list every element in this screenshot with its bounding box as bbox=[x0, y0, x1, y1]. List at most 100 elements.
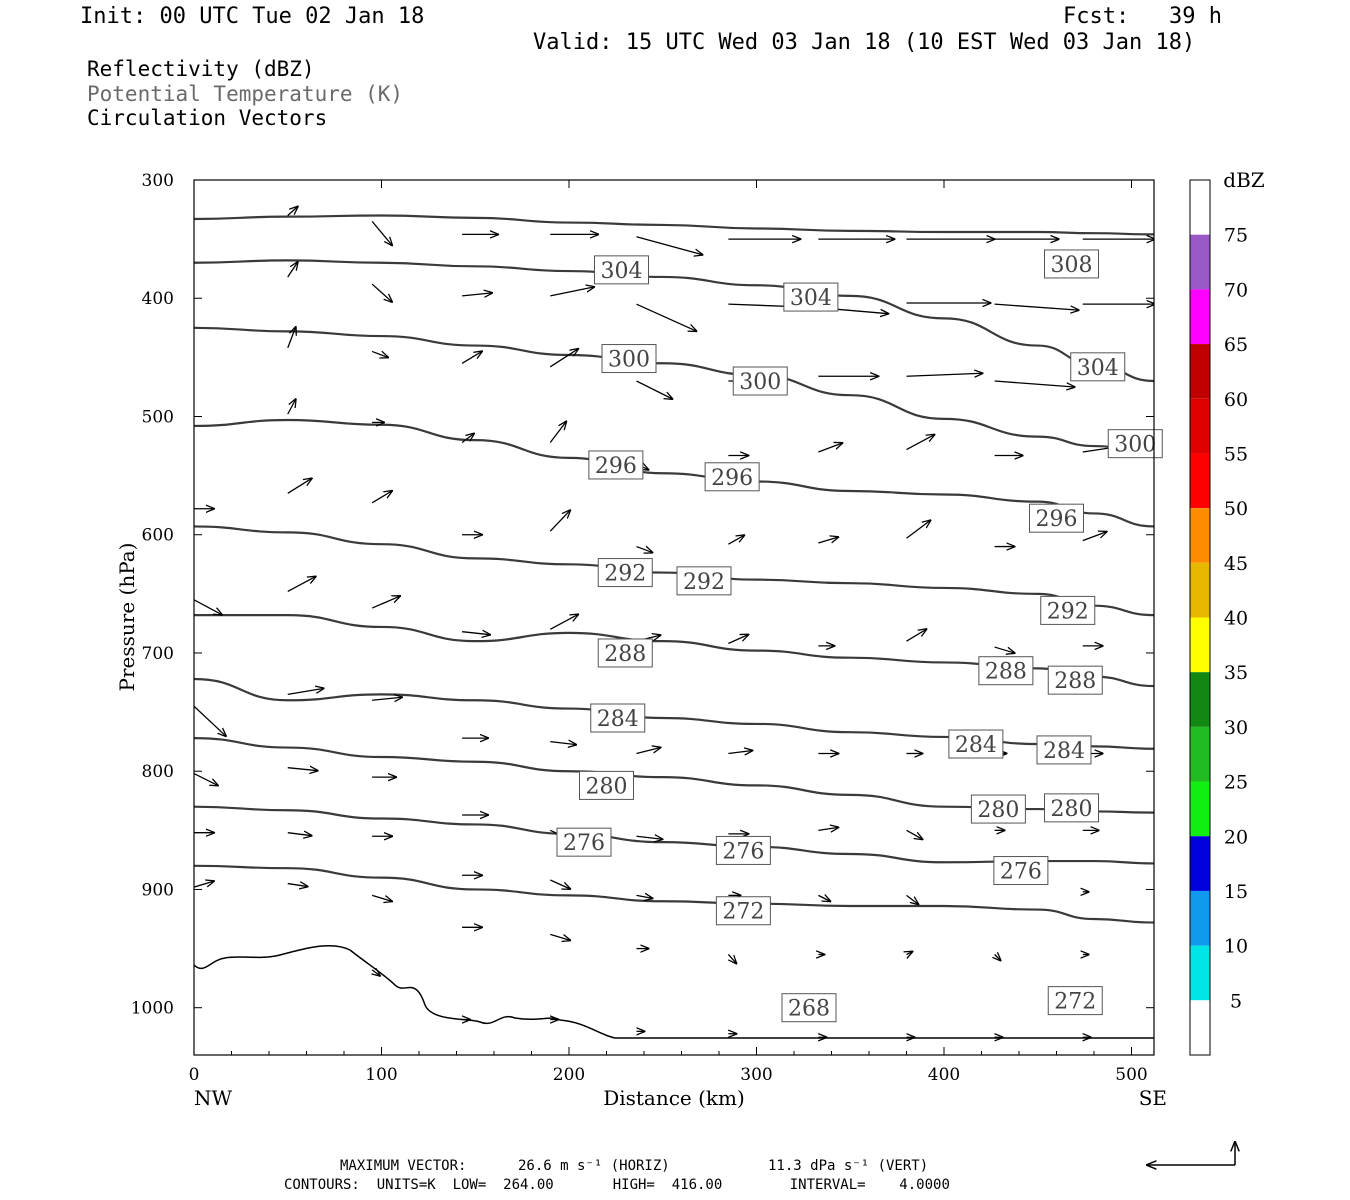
circulation-vector bbox=[371, 283, 392, 302]
circulation-vector bbox=[636, 236, 703, 255]
contour-label: 304 bbox=[601, 259, 643, 284]
contour-label-box bbox=[1047, 665, 1103, 695]
circulation-vector bbox=[549, 614, 578, 630]
circulation-vector bbox=[549, 510, 570, 532]
x-tick-label: 100 bbox=[365, 1065, 397, 1085]
circulation-vector bbox=[907, 951, 913, 954]
colorbar-bin bbox=[1190, 617, 1210, 673]
circulation-vector bbox=[550, 933, 570, 940]
terrain-outline bbox=[194, 944, 1154, 1039]
contour-label: 276 bbox=[722, 839, 764, 864]
circulation-vector bbox=[461, 351, 482, 364]
contour-label-box bbox=[1070, 352, 1126, 382]
circulation-vector bbox=[371, 220, 392, 245]
isentrope-300 bbox=[194, 326, 1154, 455]
circulation-vector bbox=[461, 434, 474, 444]
y-tick-label: 1000 bbox=[131, 999, 174, 1019]
circulation-vector bbox=[462, 293, 492, 296]
contour-label: 292 bbox=[1047, 599, 1089, 624]
contour-label-box bbox=[993, 856, 1049, 886]
colorbar-bin bbox=[1190, 508, 1210, 563]
colorbar-label: 55 bbox=[1224, 443, 1248, 465]
contour-label: 280 bbox=[1051, 797, 1093, 822]
contour-label-box bbox=[783, 282, 839, 312]
plot-frame bbox=[193, 179, 1155, 1056]
x-tick-label: 200 bbox=[553, 1065, 585, 1085]
circulation-vector bbox=[994, 303, 1079, 310]
colorbar-bin bbox=[1190, 180, 1210, 235]
contour-label-box bbox=[970, 794, 1026, 824]
circulation-vector bbox=[287, 478, 312, 494]
circulation-vector bbox=[371, 596, 400, 609]
circulation-vector bbox=[194, 772, 218, 786]
circulation-vector bbox=[549, 349, 578, 368]
contour-label: 304 bbox=[790, 286, 832, 311]
circulation-vector bbox=[994, 380, 1075, 387]
max-vector-label: MAXIMUM VECTOR: bbox=[340, 1158, 467, 1174]
contour-label: 276 bbox=[1000, 860, 1042, 885]
circulation-vector bbox=[906, 520, 931, 539]
contour-label-box bbox=[601, 344, 657, 374]
y-tick-label: 400 bbox=[142, 289, 174, 309]
circulation-vector bbox=[194, 705, 226, 736]
colorbar-label: 35 bbox=[1224, 662, 1248, 684]
x-tick-label: 500 bbox=[1115, 1065, 1147, 1085]
colorbar-bin bbox=[1190, 1000, 1210, 1055]
contour-label-box bbox=[1044, 793, 1099, 823]
circulation-vector bbox=[636, 380, 673, 399]
colorbar-label: 10 bbox=[1224, 936, 1248, 958]
x-tick-label: 400 bbox=[928, 1065, 960, 1085]
circulation-vector bbox=[906, 629, 927, 642]
colorbar-bin bbox=[1190, 234, 1210, 290]
circulation-vector bbox=[287, 262, 298, 278]
colorbar-title: dBZ bbox=[1223, 168, 1265, 192]
y-axis-label: Pressure (hPa) bbox=[115, 543, 139, 692]
contour-label-box bbox=[715, 896, 771, 926]
forecast-hour: Fcst: 39 h bbox=[1063, 4, 1222, 29]
circulation-vector bbox=[906, 435, 935, 451]
circulation-vector bbox=[636, 895, 653, 898]
circulation-vector bbox=[194, 599, 222, 615]
colorbar-label: 70 bbox=[1224, 279, 1248, 301]
contour-label-box bbox=[948, 729, 1004, 759]
contour-label-box bbox=[588, 450, 644, 480]
circulation-vector bbox=[550, 287, 594, 297]
circulation-vector bbox=[462, 632, 490, 635]
y-tick-label: 700 bbox=[142, 644, 174, 664]
circulation-vector bbox=[906, 373, 983, 376]
colorbar-label: 30 bbox=[1224, 717, 1248, 739]
contour-label-box bbox=[781, 993, 837, 1023]
circulation-vector bbox=[994, 646, 1015, 653]
circulation-vector bbox=[287, 884, 308, 887]
circulation-vector bbox=[371, 894, 392, 901]
colorbar-bin bbox=[1190, 562, 1210, 618]
contour-label: 292 bbox=[683, 570, 725, 595]
contour-label: 272 bbox=[1054, 990, 1096, 1015]
contour-label-box bbox=[579, 770, 634, 800]
init-time: Init: 00 UTC Tue 02 Jan 18 bbox=[80, 4, 425, 29]
circulation-vector bbox=[728, 750, 752, 753]
circulation-vector bbox=[818, 827, 838, 830]
contour-label: 284 bbox=[1043, 739, 1085, 764]
circulation-vector bbox=[727, 954, 736, 963]
max-vector-horizontal: 26.6 m s⁻¹ (HORIZ) bbox=[518, 1158, 670, 1174]
contour-label: 308 bbox=[1051, 253, 1093, 278]
colorbar-bin bbox=[1190, 344, 1210, 399]
valid-time: Valid: 15 UTC Wed 03 Jan 18 (10 EST Wed … bbox=[533, 30, 1196, 55]
circulation-vector bbox=[287, 206, 298, 216]
circulation-vector bbox=[372, 970, 380, 976]
contour-label-box bbox=[1036, 735, 1092, 765]
contour-label: 268 bbox=[788, 997, 830, 1022]
circulation-vector bbox=[287, 688, 324, 695]
circulation-vector bbox=[287, 399, 296, 415]
contour-label-box bbox=[1040, 595, 1096, 625]
contour-label: 284 bbox=[955, 733, 997, 758]
contour-label: 272 bbox=[722, 900, 764, 925]
circulation-vector bbox=[549, 879, 570, 889]
contour-label: 300 bbox=[1114, 433, 1156, 458]
contour-label-box bbox=[594, 255, 649, 285]
contour-label: 300 bbox=[608, 348, 650, 373]
y-tick-label: 800 bbox=[142, 762, 174, 782]
isentrope-272 bbox=[194, 864, 1154, 924]
circulation-vector bbox=[372, 697, 402, 700]
